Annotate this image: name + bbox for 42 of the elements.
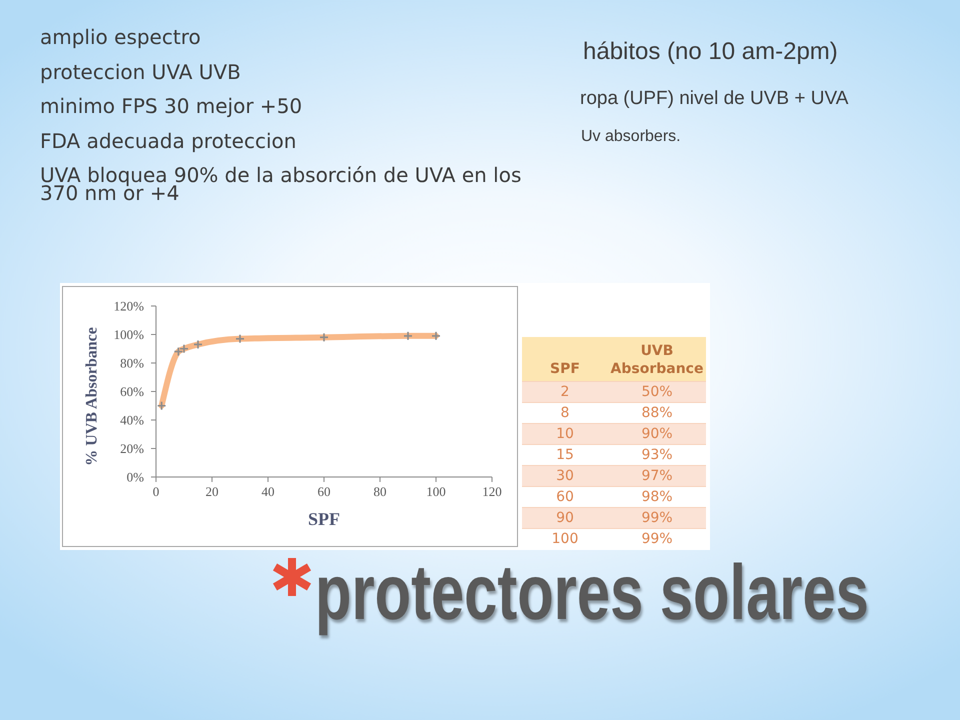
text: UVA bloquea 90% de la absorción de UVA en los 370 nm or +4 [40,163,522,205]
text: UVB Absorbance [610,342,704,378]
y-tick-label: 20% [120,441,144,456]
category-label: 8 [560,405,570,421]
x-tick-label: 120 [482,484,502,500]
category-label: 15 [555,447,575,463]
x-tick-label: 20 [206,484,218,500]
data-label: 90% [640,426,674,442]
y-tick-label: 0% [126,470,144,485]
data-label: 50% [640,384,674,400]
x-tick-label: 80 [374,484,386,500]
y-axis-title: % UVB Absorbance [84,327,100,466]
data-label: 98% [640,489,674,505]
data-label: 93% [640,447,674,463]
y-tick-label: 40% [120,412,144,428]
text: FDA adecuada proteccion [40,129,298,153]
text: protectores solares [315,547,869,638]
text: Uv absorbers. [581,127,682,147]
text: proteccion UVA UVB [40,60,242,84]
text: amplio espectro [40,25,202,49]
x-tick-label: 100 [426,484,446,500]
y-tick-label: 60% [120,384,144,400]
y-tick-label: 120% [114,298,144,314]
data-label: 99% [640,531,674,547]
data-label: 99% [640,510,674,526]
x-tick-label: 60 [318,484,330,500]
x-axis-title: SPF [308,509,340,529]
x-tick-label: 0 [152,484,160,500]
category-label: 2 [560,384,570,400]
data-label: 97% [640,468,674,484]
y-tick-label: 100% [114,327,144,342]
text: SPF [549,360,581,378]
data-label: 88% [640,405,674,421]
category-label: 30 [555,468,575,484]
y-tick-label: 80% [120,356,144,371]
category-label: 100 [550,531,580,547]
x-tick-label: 40 [262,484,274,500]
category-label: 10 [555,426,575,442]
category-label: 90 [555,510,575,526]
text: minimo FPS 30 mejor +50 [40,94,304,118]
text: hábitos (no 10 am-2pm) [583,38,839,66]
text: ropa (UPF) nivel de UVB + UVA [580,87,850,111]
